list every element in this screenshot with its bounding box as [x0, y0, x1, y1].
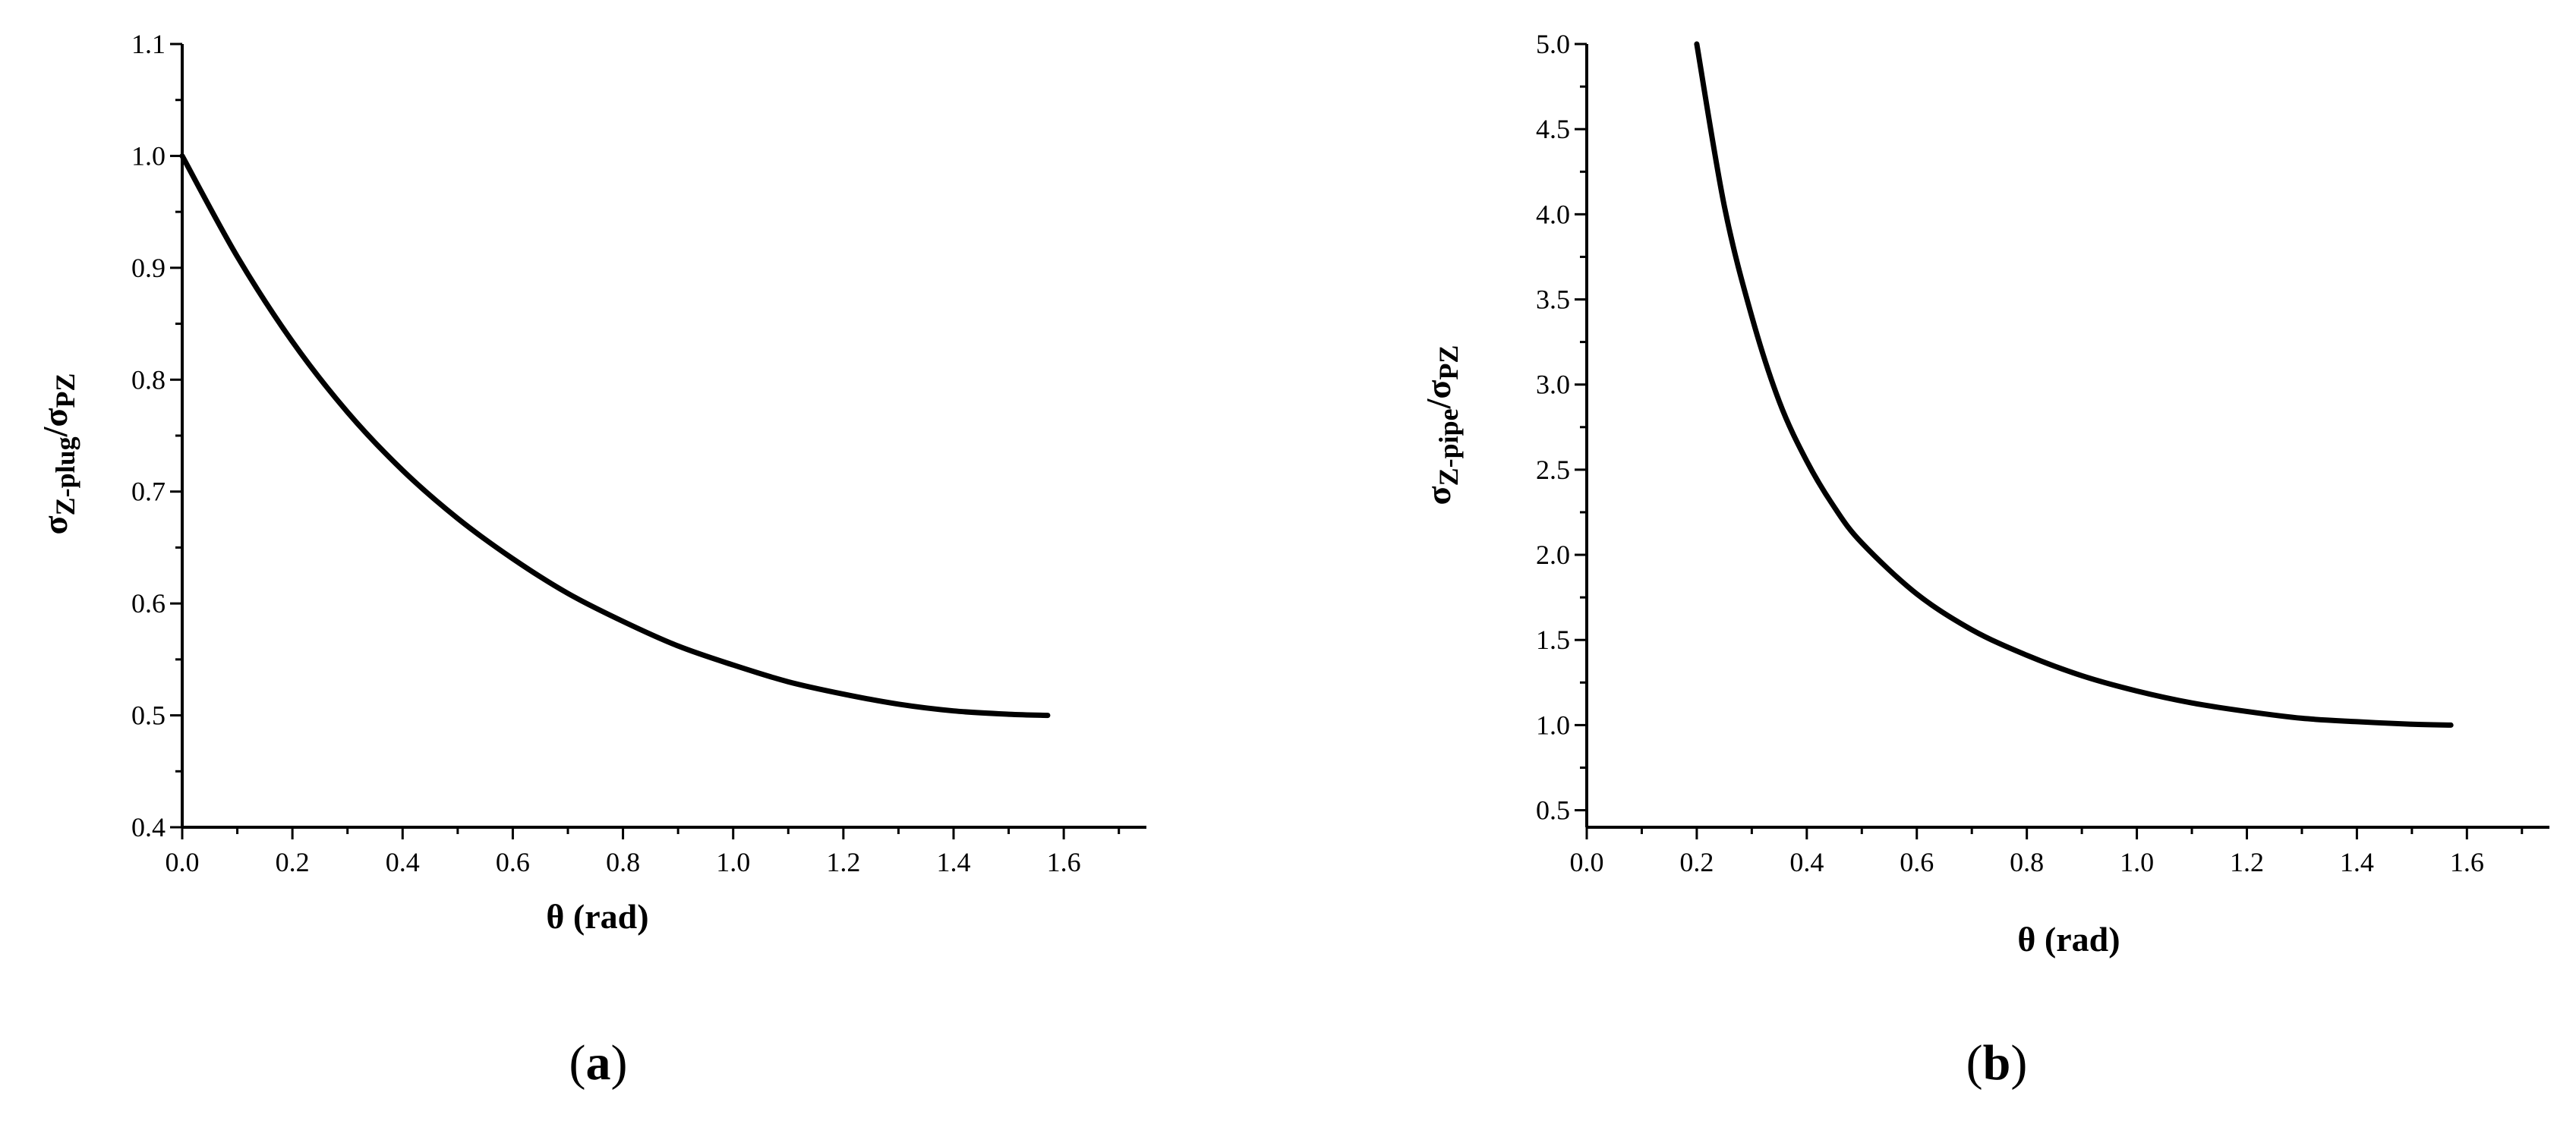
x-tick-label: 1.4: [937, 847, 971, 877]
x-tick-label: 1.2: [826, 847, 860, 877]
svg-text:σZ-pipe/σPZ: σZ-pipe/σPZ: [1419, 345, 1464, 505]
x-axis-label-b: θ (rad): [2017, 920, 2120, 959]
y-tick-label: 1.1: [131, 29, 166, 59]
x-tick-label: 1.2: [2230, 847, 2264, 877]
x-tick-label: 0.4: [1789, 847, 1824, 877]
panel-label-a: (a): [569, 1035, 628, 1091]
x-tick-label: 0.8: [606, 847, 640, 877]
x-tick-label: 0.4: [386, 847, 420, 877]
y-label-slash: /: [1419, 398, 1458, 409]
y-tick-label: 0.8: [131, 364, 166, 395]
axes-b: 0.0 0.2 0.4 0.6 0.8 1.0 1.2 1.4 1.6 0.5 1.0 1.5 2.0 2…: [1536, 29, 2549, 877]
y-tick-label: 1.0: [131, 140, 166, 171]
y-label-sigma-2: σ: [1419, 380, 1458, 399]
y-axis-label-a: σZ-plug/σPZ: [36, 373, 80, 535]
y-tick-label: 0.6: [131, 588, 166, 619]
x-tick-label: 0.2: [276, 847, 310, 877]
chart-panel-b: 0.0 0.2 0.4 0.6 0.8 1.0 1.2 1.4 1.6 0.5 1.0 1.5 2.0 2…: [1419, 29, 2549, 1091]
x-axis-label-a: θ (rad): [546, 897, 648, 936]
y-tick-label: 2.5: [1536, 455, 1570, 485]
y-label-sigma-1: σ: [1419, 486, 1458, 505]
y-tick-label: 0.7: [131, 477, 166, 507]
series-line: [179, 153, 1051, 719]
y-tick-label: 2.0: [1536, 540, 1570, 570]
y-label-slash: /: [36, 426, 74, 437]
x-tick-label: 0.8: [2010, 847, 2044, 877]
axes-a: 0.0 0.2 0.4 0.6 0.8 1.0 1.2 1.4 1.6 0.4 0.5 0.6 0.7 0…: [131, 29, 1146, 877]
y-label-sigma-1: σ: [36, 515, 74, 534]
x-tick-label: 1.6: [1047, 847, 1081, 877]
y-label-sub-1: Z-pipe: [1433, 408, 1464, 486]
y-label-sub-2: PZ: [50, 373, 80, 408]
y-tick-label: 0.5: [1536, 795, 1570, 826]
svg-text:σZ-plug/σPZ: σZ-plug/σPZ: [36, 373, 80, 535]
x-tick-label: 0.6: [496, 847, 530, 877]
x-tick-label: 0.2: [1679, 847, 1714, 877]
panel-label-b: (b): [1966, 1035, 2028, 1091]
y-tick-label: 1.0: [1536, 710, 1570, 740]
y-tick-label: 3.5: [1536, 285, 1570, 315]
x-tick-label: 0.6: [1900, 847, 1934, 877]
y-axis-label-b: σZ-pipe/σPZ: [1419, 345, 1464, 505]
y-tick-label: 0.9: [131, 253, 166, 283]
series-line: [1694, 41, 2454, 728]
y-label-sub-1: Z-plug: [50, 436, 80, 515]
y-tick-label: 3.0: [1536, 370, 1570, 400]
y-label-sigma-2: σ: [36, 408, 74, 427]
y-tick-label: 5.0: [1536, 29, 1570, 59]
y-label-sub-2: PZ: [1433, 345, 1464, 380]
y-tick-label: 0.4: [131, 812, 166, 842]
x-tick-label: 0.0: [166, 847, 200, 877]
x-tick-label: 1.0: [716, 847, 750, 877]
x-tick-label: 1.0: [2120, 847, 2154, 877]
y-tick-label: 1.5: [1536, 625, 1570, 655]
chart-panel-a: 0.0 0.2 0.4 0.6 0.8 1.0 1.2 1.4 1.6 0.4 0.5 0.6 0.7 0…: [36, 29, 1146, 1091]
x-tick-label: 0.0: [1570, 847, 1604, 877]
y-tick-label: 4.0: [1536, 199, 1570, 229]
y-tick-label: 0.5: [131, 701, 166, 731]
x-tick-label: 1.4: [2340, 847, 2374, 877]
y-tick-label: 4.5: [1536, 114, 1570, 144]
x-tick-label: 1.6: [2450, 847, 2484, 877]
